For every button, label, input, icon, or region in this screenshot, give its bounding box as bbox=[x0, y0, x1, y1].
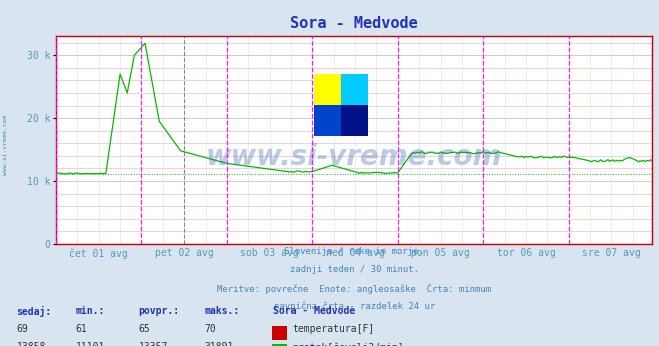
Text: pretok[čevelj3/min]: pretok[čevelj3/min] bbox=[292, 342, 403, 346]
Text: Slovenija / reke in morje.: Slovenija / reke in morje. bbox=[284, 247, 424, 256]
Text: maks.:: maks.: bbox=[204, 306, 239, 316]
Text: temperatura[F]: temperatura[F] bbox=[292, 324, 374, 334]
Text: 65: 65 bbox=[138, 324, 150, 334]
Text: 13357: 13357 bbox=[138, 342, 168, 346]
Text: 69: 69 bbox=[16, 324, 28, 334]
Bar bbox=[314, 74, 341, 105]
Text: navpična črta - razdelek 24 ur: navpična črta - razdelek 24 ur bbox=[273, 301, 435, 311]
Bar bbox=[341, 105, 368, 136]
Text: Meritve: povrečne  Enote: angleosaške  Črta: minmum: Meritve: povrečne Enote: angleosaške Črt… bbox=[217, 283, 491, 294]
Text: 70: 70 bbox=[204, 324, 216, 334]
Bar bbox=[341, 74, 368, 105]
Text: www.si-vreme.com: www.si-vreme.com bbox=[3, 115, 8, 175]
Text: 61: 61 bbox=[76, 324, 88, 334]
Text: Sora - Medvode: Sora - Medvode bbox=[291, 16, 418, 30]
Text: sedaj:: sedaj: bbox=[16, 306, 51, 317]
Text: 13858: 13858 bbox=[16, 342, 46, 346]
Text: www.si-vreme.com: www.si-vreme.com bbox=[206, 143, 502, 171]
Text: min.:: min.: bbox=[76, 306, 105, 316]
Text: 11101: 11101 bbox=[76, 342, 105, 346]
Text: Sora - Medvode: Sora - Medvode bbox=[273, 306, 356, 316]
Text: zadnji teden / 30 minut.: zadnji teden / 30 minut. bbox=[290, 265, 418, 274]
Bar bbox=[314, 105, 341, 136]
Text: 31891: 31891 bbox=[204, 342, 234, 346]
Text: povpr.:: povpr.: bbox=[138, 306, 179, 316]
